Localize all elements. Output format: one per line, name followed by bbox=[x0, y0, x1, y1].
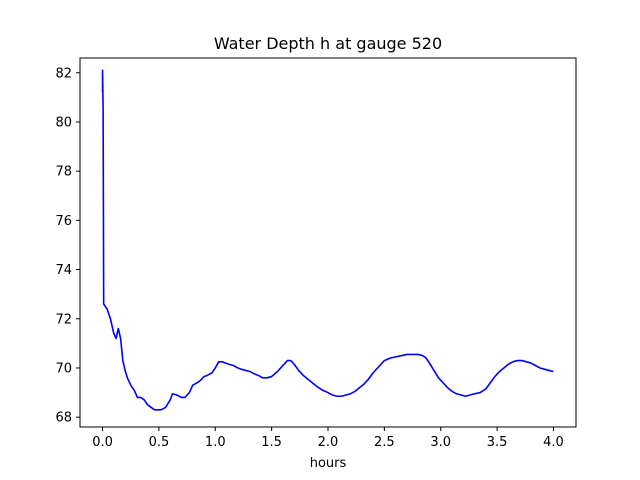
chart-title: Water Depth h at gauge 520 bbox=[214, 34, 442, 53]
x-axis: 0.0 0.5 1.0 1.5 2.0 2.5 3.0 3.5 4.0 bbox=[92, 427, 564, 450]
x-tick-label: 1.5 bbox=[261, 435, 282, 450]
y-tick-label: 70 bbox=[55, 361, 72, 376]
y-axis: 68 70 72 74 76 78 80 82 bbox=[55, 66, 80, 426]
x-tick-label: 3.0 bbox=[430, 435, 451, 450]
x-tick-label: 1.0 bbox=[205, 435, 226, 450]
x-tick-label: 4.0 bbox=[543, 435, 564, 450]
plot-area bbox=[79, 57, 577, 428]
x-tick-label: 0.5 bbox=[149, 435, 170, 450]
plot-background bbox=[80, 58, 576, 427]
y-tick-label: 78 bbox=[55, 165, 72, 180]
x-tick-label: 2.5 bbox=[374, 435, 395, 450]
y-tick-label: 68 bbox=[55, 411, 72, 426]
y-tick-label: 72 bbox=[55, 312, 72, 327]
x-tick-label: 2.0 bbox=[318, 435, 339, 450]
x-tick-label: 0.0 bbox=[92, 435, 113, 450]
y-tick-label: 80 bbox=[55, 115, 72, 130]
water-depth-line bbox=[101, 69, 554, 411]
x-tick-label: 3.5 bbox=[487, 435, 508, 450]
y-tick-label: 82 bbox=[55, 66, 72, 81]
x-axis-label: hours bbox=[310, 456, 347, 471]
y-tick-label: 76 bbox=[55, 214, 72, 229]
y-tick-label: 74 bbox=[55, 263, 72, 278]
